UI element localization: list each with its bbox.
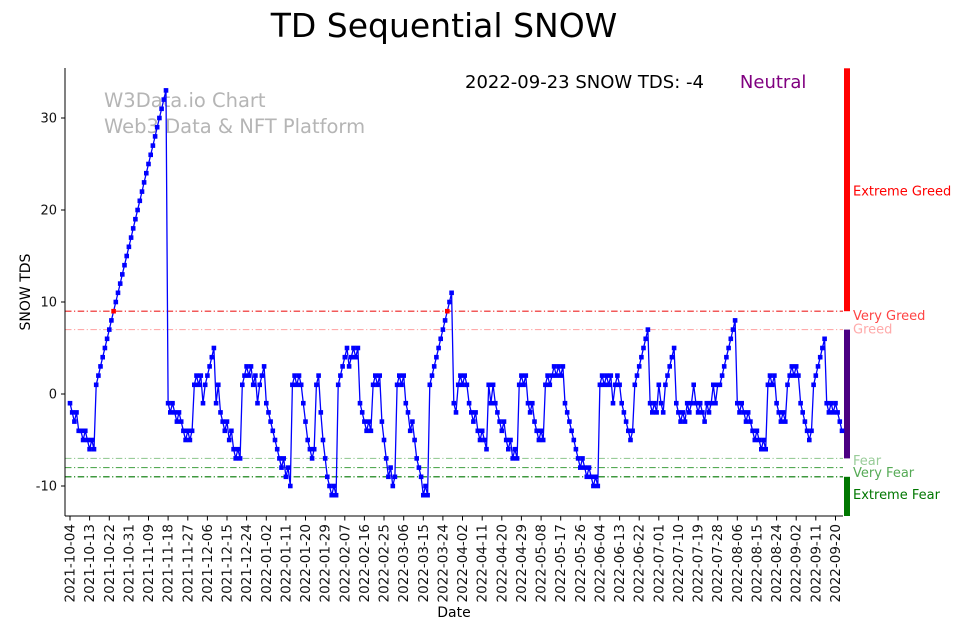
svg-text:2022-06-04: 2022-06-04 xyxy=(592,524,608,602)
svg-text:2022-02-25: 2022-02-25 xyxy=(377,524,393,602)
svg-text:2022-04-11: 2022-04-11 xyxy=(475,524,491,602)
svg-text:2022-04-20: 2022-04-20 xyxy=(494,524,510,602)
svg-text:2021-10-13: 2021-10-13 xyxy=(82,524,98,602)
page-title: TD Sequential SNOW xyxy=(270,6,618,45)
svg-text:2022-01-11: 2022-01-11 xyxy=(278,524,294,602)
svg-text:2022-05-17: 2022-05-17 xyxy=(553,524,569,602)
svg-text:2022-01-29: 2022-01-29 xyxy=(318,524,334,602)
watermark-line1: W3Data.io Chart xyxy=(104,89,266,112)
svg-text:Very Greed: Very Greed xyxy=(853,309,925,324)
svg-text:2022-04-29: 2022-04-29 xyxy=(514,524,530,602)
svg-text:2021-10-22: 2021-10-22 xyxy=(102,524,118,602)
svg-text:2021-11-09: 2021-11-09 xyxy=(141,524,157,602)
svg-text:Extreme Greed: Extreme Greed xyxy=(853,185,951,200)
svg-text:2021-12-24: 2021-12-24 xyxy=(239,524,255,602)
svg-text:2021-11-27: 2021-11-27 xyxy=(180,524,196,602)
annotation: 2022-09-23 SNOW TDS: -4 Neutral xyxy=(465,72,806,93)
svg-text:2022-07-10: 2022-07-10 xyxy=(671,524,687,602)
svg-text:2021-12-15: 2021-12-15 xyxy=(220,524,236,602)
svg-text:2022-02-16: 2022-02-16 xyxy=(357,524,373,602)
svg-text:2022-09-20: 2022-09-20 xyxy=(828,524,844,602)
watermark-line2: Web3 Data & NFT Platform xyxy=(104,114,366,138)
svg-text:2022-09-02: 2022-09-02 xyxy=(789,524,805,602)
svg-text:2022-06-22: 2022-06-22 xyxy=(632,524,648,602)
svg-text:Fear: Fear xyxy=(853,454,882,469)
svg-text:2022-03-24: 2022-03-24 xyxy=(435,524,451,602)
watermark: W3Data.io Chart Web3 Data & NFT Platform xyxy=(104,88,365,139)
svg-text:2022-04-02: 2022-04-02 xyxy=(455,524,471,602)
svg-text:2021-11-18: 2021-11-18 xyxy=(161,524,177,602)
svg-text:2021-10-04: 2021-10-04 xyxy=(63,524,79,602)
svg-text:30: 30 xyxy=(40,112,57,127)
svg-text:2022-03-06: 2022-03-06 xyxy=(396,524,412,602)
x-axis-label: Date xyxy=(437,605,471,621)
annotation-date-value: 2022-09-23 SNOW TDS: -4 xyxy=(465,72,704,93)
annotation-sentiment: Neutral xyxy=(739,72,807,93)
svg-text:2022-05-26: 2022-05-26 xyxy=(573,524,589,602)
svg-text:2022-02-07: 2022-02-07 xyxy=(337,524,353,602)
svg-text:Greed: Greed xyxy=(853,323,892,338)
svg-text:2022-09-11: 2022-09-11 xyxy=(808,524,824,602)
svg-text:2021-12-06: 2021-12-06 xyxy=(200,524,216,602)
svg-text:2022-08-06: 2022-08-06 xyxy=(730,524,746,602)
svg-text:-10: -10 xyxy=(36,480,57,495)
svg-text:2022-07-01: 2022-07-01 xyxy=(651,524,667,602)
svg-text:2022-08-24: 2022-08-24 xyxy=(769,524,785,602)
svg-text:2022-07-19: 2022-07-19 xyxy=(691,524,707,602)
svg-text:2022-05-08: 2022-05-08 xyxy=(534,524,550,602)
svg-text:2022-01-20: 2022-01-20 xyxy=(298,524,314,602)
svg-text:2022-06-13: 2022-06-13 xyxy=(612,524,628,602)
svg-text:10: 10 xyxy=(40,296,57,311)
svg-text:20: 20 xyxy=(40,204,57,219)
svg-text:2022-07-28: 2022-07-28 xyxy=(710,524,726,602)
svg-text:2022-08-15: 2022-08-15 xyxy=(749,524,765,602)
svg-text:Very Fear: Very Fear xyxy=(853,466,915,481)
svg-text:Extreme Fear: Extreme Fear xyxy=(853,488,941,503)
svg-text:2022-03-15: 2022-03-15 xyxy=(416,524,432,602)
svg-text:0: 0 xyxy=(49,388,57,403)
svg-text:2022-01-02: 2022-01-02 xyxy=(259,524,275,602)
svg-text:2021-10-31: 2021-10-31 xyxy=(121,524,137,602)
